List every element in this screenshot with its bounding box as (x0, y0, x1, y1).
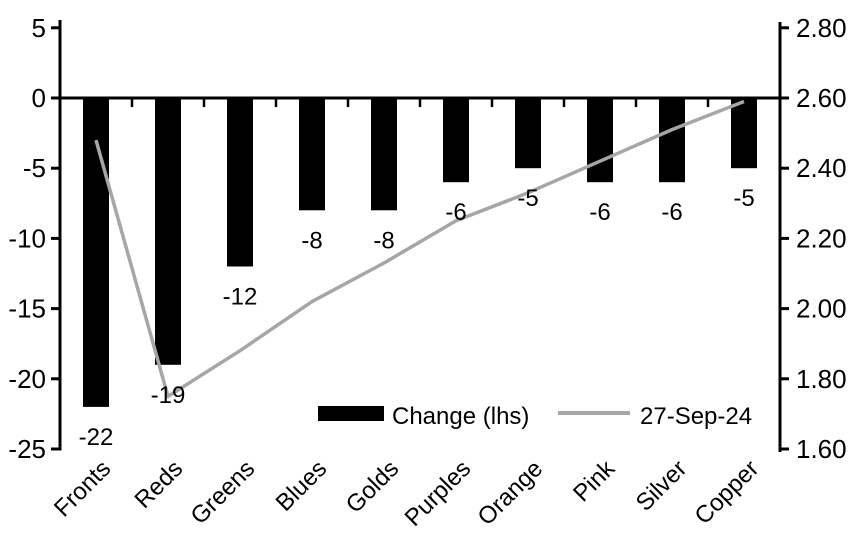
bar-copper (731, 98, 757, 169)
bar-data-label: -6 (445, 199, 466, 226)
bar-reds (155, 98, 181, 365)
category-label-copper: Copper (689, 455, 764, 530)
bar-data-label: -5 (733, 185, 754, 212)
bar-data-label: -22 (79, 424, 114, 451)
right-axis-tick-label: 2.40 (796, 153, 847, 183)
category-label-silver: Silver (631, 455, 693, 517)
left-axis-tick-label: 5 (32, 13, 46, 43)
bar-data-label: -19 (151, 382, 186, 409)
bar-data-label: -6 (661, 199, 682, 226)
left-axis-tick-label: -5 (23, 153, 46, 183)
category-label-pink: Pink (568, 454, 621, 507)
left-axis-tick-label: -25 (8, 434, 46, 464)
legend-label-bar: Change (lhs) (392, 403, 529, 430)
category-label-fronts: Fronts (49, 455, 116, 522)
category-label-orange: Orange (473, 455, 549, 531)
right-axis-tick-label: 2.20 (796, 223, 847, 253)
right-axis-tick-label: 1.60 (796, 434, 847, 464)
legend-bar-swatch (318, 406, 384, 421)
bar-greens (227, 98, 253, 267)
left-axis-tick-label: -20 (8, 364, 46, 394)
bar-data-label: -6 (589, 199, 610, 226)
right-axis-tick-label: 1.80 (796, 364, 847, 394)
bar-orange (515, 98, 541, 169)
bar-data-label: -8 (373, 227, 394, 254)
left-axis-tick-label: -15 (8, 294, 46, 324)
right-axis-tick-label: 2.80 (796, 13, 847, 43)
bar-data-label: -5 (517, 185, 538, 212)
bar-fronts (83, 98, 109, 407)
category-label-purples: Purples (400, 455, 477, 532)
right-axis-tick-label: 2.00 (796, 294, 847, 324)
left-axis-tick-label: 0 (32, 83, 46, 113)
category-label-reds: Reds (130, 455, 189, 514)
category-label-blues: Blues (271, 455, 333, 517)
left-axis-tick-label: -10 (8, 223, 46, 253)
category-label-greens: Greens (185, 455, 260, 530)
bar-data-label: -8 (301, 227, 322, 254)
line-series (94, 99, 745, 399)
bar-purples (443, 98, 469, 183)
right-axis-tick-label: 2.60 (796, 83, 847, 113)
legend-label-line: 27-Sep-24 (640, 403, 752, 430)
bar-blues (299, 98, 325, 211)
category-label-golds: Golds (341, 455, 404, 518)
bar-pink (587, 98, 613, 183)
bar-data-label: -12 (223, 284, 258, 311)
bar-golds (371, 98, 397, 211)
bar-silver (659, 98, 685, 183)
